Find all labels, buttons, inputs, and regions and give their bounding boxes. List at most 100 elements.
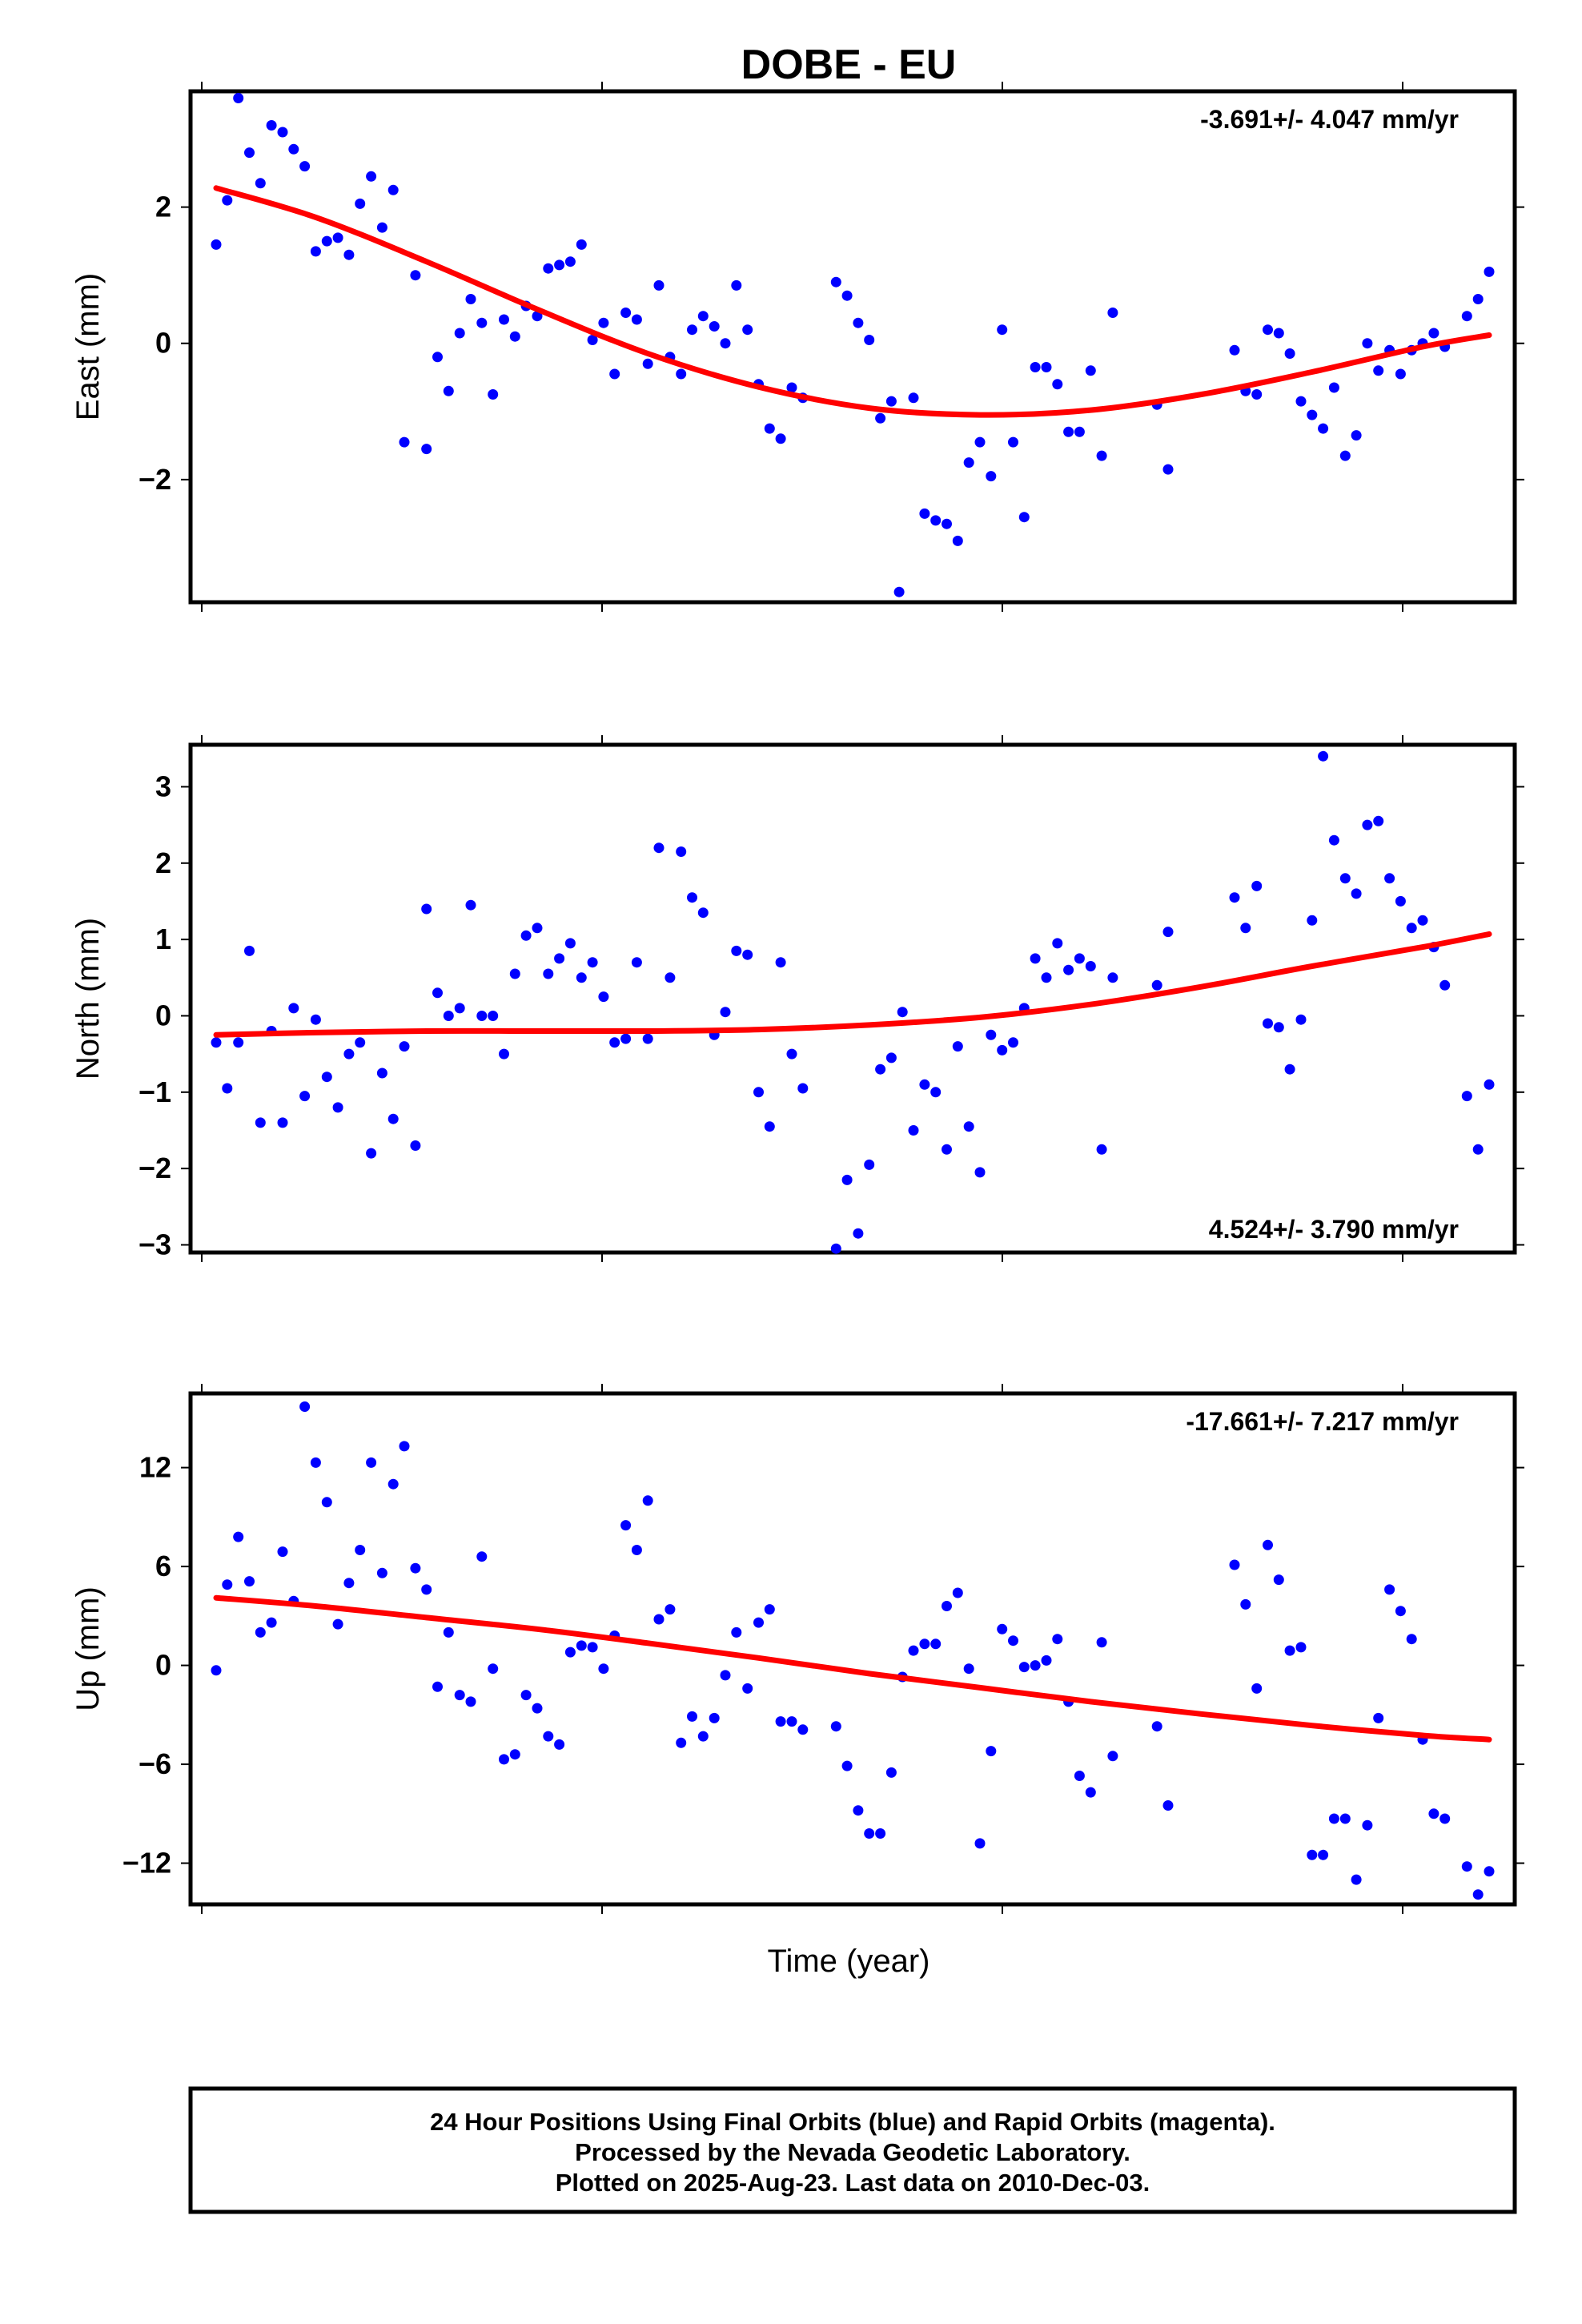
east-data-point <box>1085 365 1096 376</box>
east-data-point <box>376 222 387 233</box>
north-data-point <box>488 1011 499 1021</box>
east-data-point <box>642 358 653 369</box>
east-y-tick-label: 0 <box>155 327 171 360</box>
east-data-point <box>864 335 875 345</box>
east-data-point <box>786 382 797 393</box>
east-data-point <box>676 368 687 380</box>
north-plot-frame <box>188 742 1517 1255</box>
east-data-point <box>366 171 377 182</box>
up-data-point <box>952 1587 963 1598</box>
up-data-point <box>387 1478 399 1490</box>
up-data-point <box>1362 1819 1373 1831</box>
east-data-point <box>1395 368 1406 380</box>
up-data-point <box>963 1663 974 1675</box>
footer-line-3: Plotted on 2025-Aug-23. Last data on 201… <box>556 2169 1150 2197</box>
up-data-point <box>465 1696 476 1707</box>
east-data-point <box>310 246 321 257</box>
north-data-point <box>1151 979 1162 991</box>
up-data-point <box>1384 1584 1395 1595</box>
east-data-point <box>554 259 565 271</box>
up-data-point <box>742 1683 753 1694</box>
north-data-point <box>376 1068 387 1079</box>
north-data-point <box>343 1048 355 1059</box>
north-data-point <box>1030 953 1041 964</box>
north-data-point <box>1074 953 1085 964</box>
east-data-point <box>509 331 520 342</box>
east-data-point <box>930 515 942 526</box>
up-data-point <box>432 1681 443 1692</box>
up-data-point <box>1030 1660 1041 1671</box>
east-data-point <box>321 235 332 247</box>
up-data-point <box>908 1645 919 1656</box>
north-data-point <box>1229 892 1240 903</box>
up-data-point <box>1351 1874 1362 1885</box>
up-data-point <box>687 1711 697 1722</box>
up-data-point <box>1273 1574 1284 1586</box>
up-data-point <box>919 1638 930 1650</box>
east-data-point <box>266 120 277 131</box>
north-data-point <box>665 972 676 983</box>
north-data-point <box>919 1079 930 1090</box>
east-data-point <box>387 184 399 195</box>
north-data-point <box>233 1037 244 1048</box>
north-data-point <box>476 1011 488 1021</box>
north-data-point <box>432 987 443 999</box>
up-data-point <box>1484 1866 1495 1877</box>
north-data-point <box>830 1243 841 1254</box>
up-data-point <box>1295 1642 1307 1653</box>
north-data-point <box>731 945 742 956</box>
east-data-point <box>244 147 255 159</box>
east-y-axis-label: East (mm) <box>70 273 106 420</box>
up-data-point <box>620 1520 632 1531</box>
north-data-point <box>620 1033 632 1044</box>
east-data-point <box>942 518 952 529</box>
up-data-point <box>864 1828 875 1839</box>
up-data-point <box>233 1531 244 1542</box>
north-data-point <box>1251 880 1263 891</box>
north-data-point <box>277 1117 288 1128</box>
up-data-point <box>266 1617 277 1628</box>
east-data-point <box>1018 512 1030 523</box>
east-data-point <box>853 317 864 328</box>
up-data-point <box>1085 1787 1096 1798</box>
east-data-point <box>499 314 509 325</box>
east-data-point <box>576 239 587 250</box>
north-data-point <box>321 1072 332 1083</box>
north-y-tick-label: 2 <box>155 846 171 879</box>
up-data-point <box>244 1576 255 1587</box>
north-data-point <box>499 1048 509 1059</box>
north-data-point <box>676 846 687 857</box>
up-data-point <box>1041 1655 1052 1666</box>
east-data-point <box>1307 409 1318 420</box>
east-data-point <box>410 270 421 281</box>
east-data-point <box>620 308 632 318</box>
north-data-point <box>997 1044 1008 1055</box>
up-data-point <box>564 1647 576 1658</box>
up-data-point <box>731 1626 742 1638</box>
east-data-point <box>742 324 753 336</box>
up-data-point <box>997 1623 1008 1634</box>
north-data-point <box>366 1148 377 1159</box>
up-data-point <box>797 1724 809 1735</box>
up-data-point <box>1439 1813 1451 1824</box>
north-data-point <box>853 1228 864 1239</box>
east-data-point <box>1373 365 1384 376</box>
east-data-point <box>222 195 233 206</box>
footer-frame <box>188 2086 1517 2214</box>
footer-line-2: Processed by the Nevada Geodetic Laborat… <box>575 2138 1130 2166</box>
east-data-point <box>421 444 432 455</box>
up-data-point <box>399 1441 410 1452</box>
up-data-point <box>321 1497 332 1508</box>
up-data-point <box>598 1663 609 1675</box>
north-y-tick-label: −3 <box>139 1228 171 1261</box>
east-data-point <box>1273 328 1284 339</box>
north-data-point <box>697 907 709 919</box>
east-fit-line <box>213 185 1492 418</box>
up-data-point <box>1162 1800 1174 1811</box>
up-data-point <box>853 1805 864 1816</box>
north-data-point <box>543 968 554 979</box>
east-data-point <box>731 279 742 291</box>
east-data-point <box>1484 266 1495 277</box>
north-data-point <box>1484 1079 1495 1090</box>
panel-north: −3 −2 −1 0 1 2 3 North (mm) 4.524+/- 3.790 mm/yr <box>70 735 1524 1262</box>
